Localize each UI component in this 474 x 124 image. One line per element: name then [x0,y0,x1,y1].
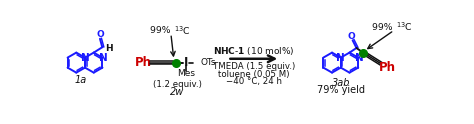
Text: 79% yield: 79% yield [318,85,365,95]
Text: toluene (0.05 M): toluene (0.05 M) [218,70,290,79]
Text: Mes: Mes [177,69,195,78]
Text: 1a: 1a [74,75,86,85]
Text: $\mathbf{NHC\text{-}1}$ (10 mol%): $\mathbf{NHC\text{-}1}$ (10 mol%) [213,45,295,57]
Text: −40 °C, 24 h: −40 °C, 24 h [226,77,282,86]
Text: N: N [337,53,345,63]
Text: 3ab: 3ab [332,78,351,88]
Text: 2w: 2w [170,87,184,97]
Text: O: O [96,30,104,39]
Text: Ph: Ph [379,61,396,74]
Text: Ph: Ph [135,56,152,69]
Text: 99%: 99% [372,23,396,32]
Text: H: H [105,44,112,53]
Text: $^{13}$C: $^{13}$C [174,24,191,37]
Text: $^{13}$C: $^{13}$C [396,21,413,33]
Text: N: N [81,53,90,63]
Text: TMEDA (1.5 equiv.): TMEDA (1.5 equiv.) [213,62,295,71]
Text: O: O [348,32,356,41]
Text: OTs: OTs [201,58,216,67]
Text: N: N [99,53,108,63]
Text: I: I [184,56,189,69]
Text: (1.2 equiv.): (1.2 equiv.) [153,80,201,89]
Text: N: N [355,53,364,63]
Text: 99%: 99% [150,26,173,35]
